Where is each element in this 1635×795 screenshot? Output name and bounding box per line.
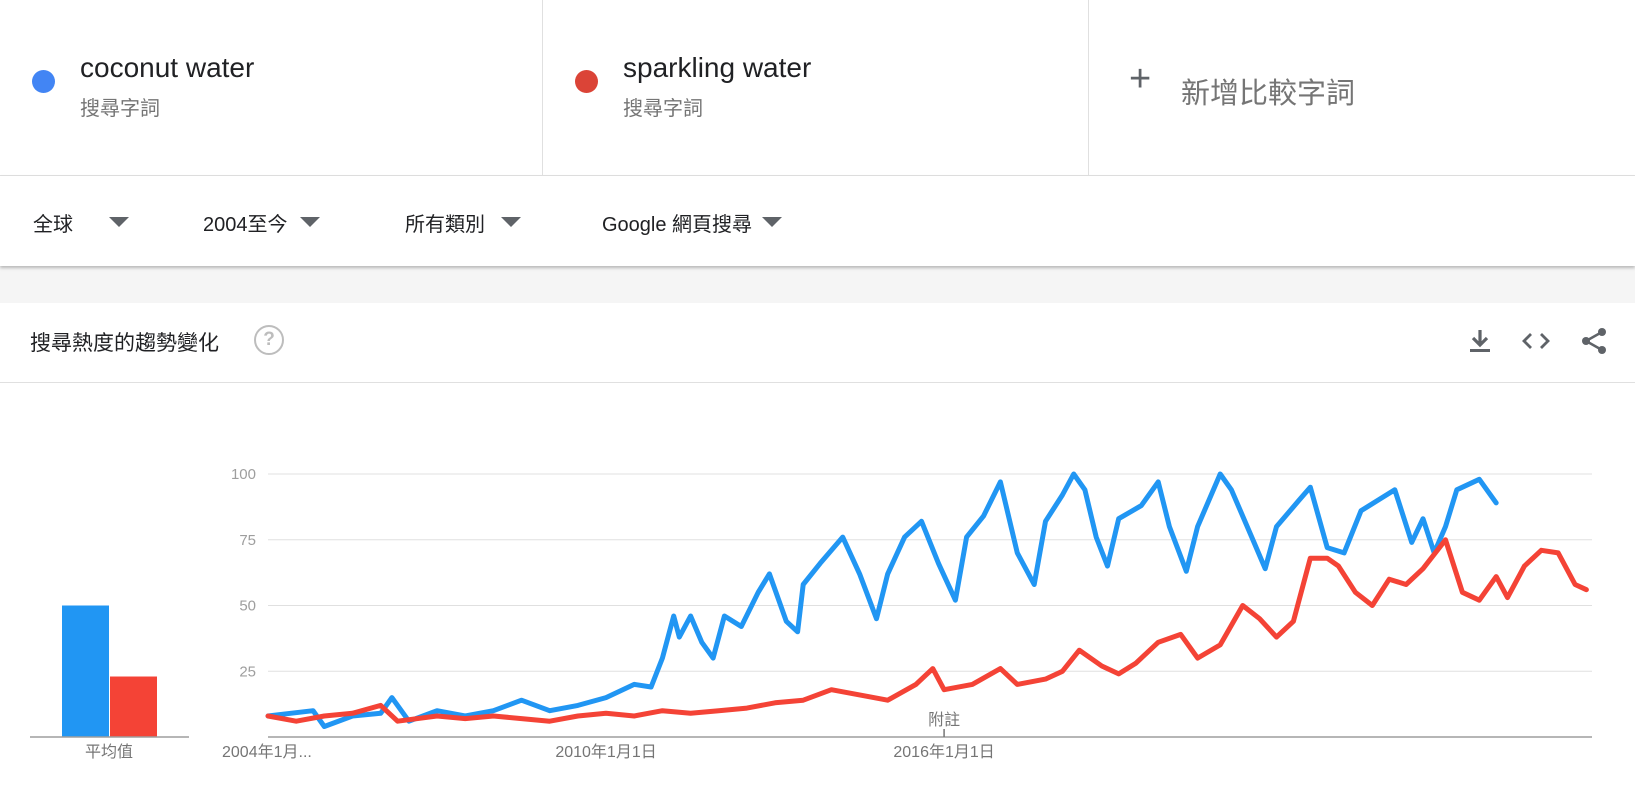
region-dropdown[interactable]: 全球 [33,206,129,238]
search-terms-bar: coconut water 搜尋字詞 sparkling water 搜尋字詞 … [0,0,1635,176]
term-type-label: 搜尋字詞 [80,98,160,120]
plus-icon: + [1129,58,1152,100]
term-color-dot [575,70,598,93]
help-circle-icon[interactable]: ? [254,325,284,355]
dropdown-arrow-icon [501,217,521,227]
time-range-value: 2004至今 [203,213,288,236]
add-comparison-label: 新增比較字詞 [1181,78,1356,110]
series-line-2 [265,537,1589,724]
category-value: 所有類別 [405,213,485,236]
embed-code-icon[interactable] [1520,325,1552,357]
x-tick-label: 2016年1月1日 [893,743,994,761]
y-tick-label: 100 [231,466,256,483]
annotation-label: 附註 [928,711,960,729]
share-icon[interactable] [1578,325,1610,357]
y-tick-label: 50 [239,598,256,615]
term-card-coconut-water[interactable]: coconut water 搜尋字詞 [0,0,543,175]
section-gap [0,266,1635,303]
term-type-label: 搜尋字詞 [623,98,703,120]
dropdown-arrow-icon [109,217,129,227]
average-label: 平均值 [85,743,133,761]
chart-gridlines: 100 75 50 25 [231,466,1592,680]
x-tick-label: 2004年1月... [222,743,312,761]
add-comparison-button[interactable]: + 新增比較字詞 [1089,0,1635,175]
term-color-dot [32,70,55,93]
y-tick-label: 75 [239,532,256,549]
term-name: sparkling water [623,52,812,83]
term-card-sparkling-water[interactable]: sparkling water 搜尋字詞 [543,0,1089,175]
time-range-dropdown[interactable]: 2004至今 [203,206,320,238]
dropdown-arrow-icon [299,217,320,227]
interest-chart: 平均值 100 75 50 25 2004年1月... 2010年1月1日 2016年1月… [30,466,1592,761]
average-bar [110,676,157,737]
interest-over-time-header: 搜尋熱度的趨勢變化 ? [0,303,1635,383]
dropdown-arrow-icon [762,217,783,227]
chart-series [265,471,1589,729]
series-line-1 [265,471,1499,729]
x-tick-label: 2010年1月1日 [555,743,656,761]
search-type-value: Google 網頁搜尋 [602,213,753,236]
category-dropdown[interactable]: 所有類別 [405,206,521,238]
search-type-dropdown[interactable]: Google 網頁搜尋 [602,206,783,238]
card-title: 搜尋熱度的趨勢變化 [30,332,219,355]
filter-bar: 全球 2004至今 所有類別 Google 網頁搜尋 [0,176,1635,266]
average-bars: 平均值 [30,605,189,761]
average-bar [62,605,109,737]
region-value: 全球 [33,213,73,236]
y-tick-label: 25 [239,663,256,680]
download-icon[interactable] [1464,325,1496,357]
term-name: coconut water [80,52,255,83]
